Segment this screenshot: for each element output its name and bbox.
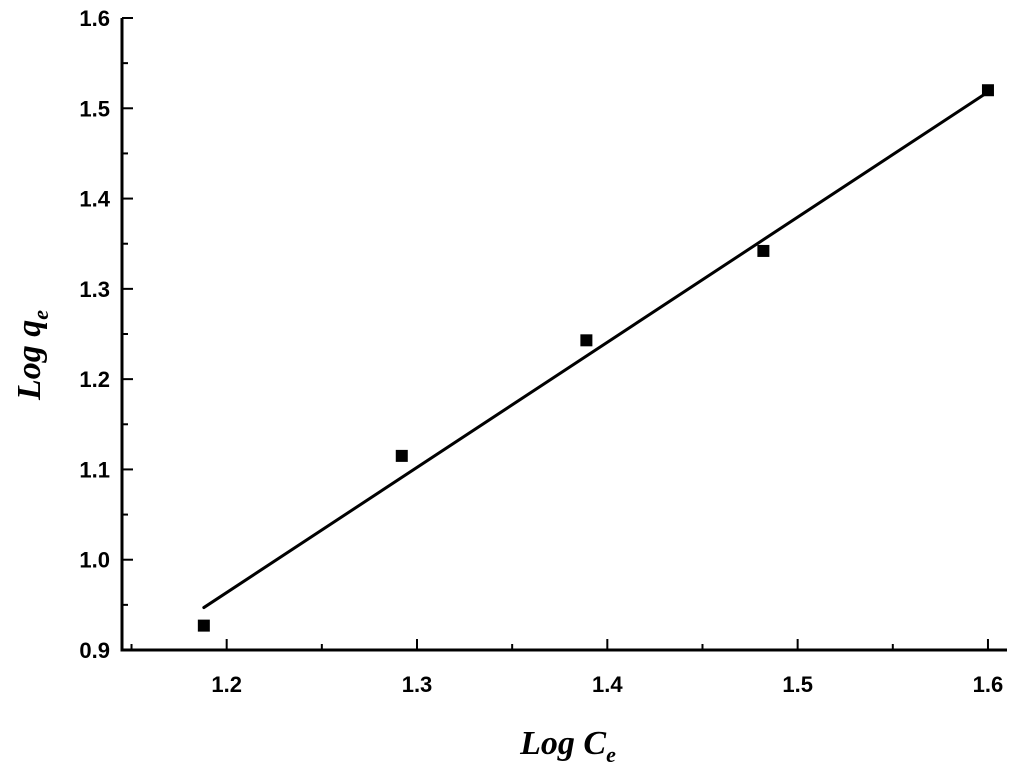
- y-tick-label: 1.5: [79, 96, 110, 121]
- y-tick-label: 0.9: [79, 638, 110, 663]
- y-axis-title: Log qe: [11, 310, 53, 401]
- data-point: [757, 244, 770, 257]
- x-tick-label: 1.4: [592, 672, 623, 697]
- data-point: [197, 619, 210, 632]
- x-axis-title: Log Ce: [519, 725, 616, 767]
- fit-line-group: [202, 90, 990, 610]
- x-tick-label: 1.3: [402, 672, 433, 697]
- y-tick-label: 1.3: [79, 277, 110, 302]
- y-tick-label: 1.1: [79, 457, 110, 482]
- data-point: [395, 449, 408, 462]
- data-points: [197, 84, 994, 632]
- fit-line: [202, 90, 990, 610]
- ticks: 0.9 1.0 1.1 1.2 1.3 1.4 1.5 1.6 1.2 1.3 1.4 1.5 1.6: [79, 6, 1003, 697]
- data-point: [981, 84, 994, 97]
- data-point: [580, 334, 593, 347]
- y-tick-label: 1.6: [79, 6, 110, 31]
- x-tick-label: 1.2: [211, 672, 242, 697]
- y-tick-label: 1.0: [79, 548, 110, 573]
- x-tick-label: 1.6: [973, 672, 1004, 697]
- y-tick-label: 1.2: [79, 367, 110, 392]
- x-tick-label: 1.5: [782, 672, 813, 697]
- axes: [120, 18, 1007, 652]
- y-tick-label: 1.4: [79, 187, 110, 212]
